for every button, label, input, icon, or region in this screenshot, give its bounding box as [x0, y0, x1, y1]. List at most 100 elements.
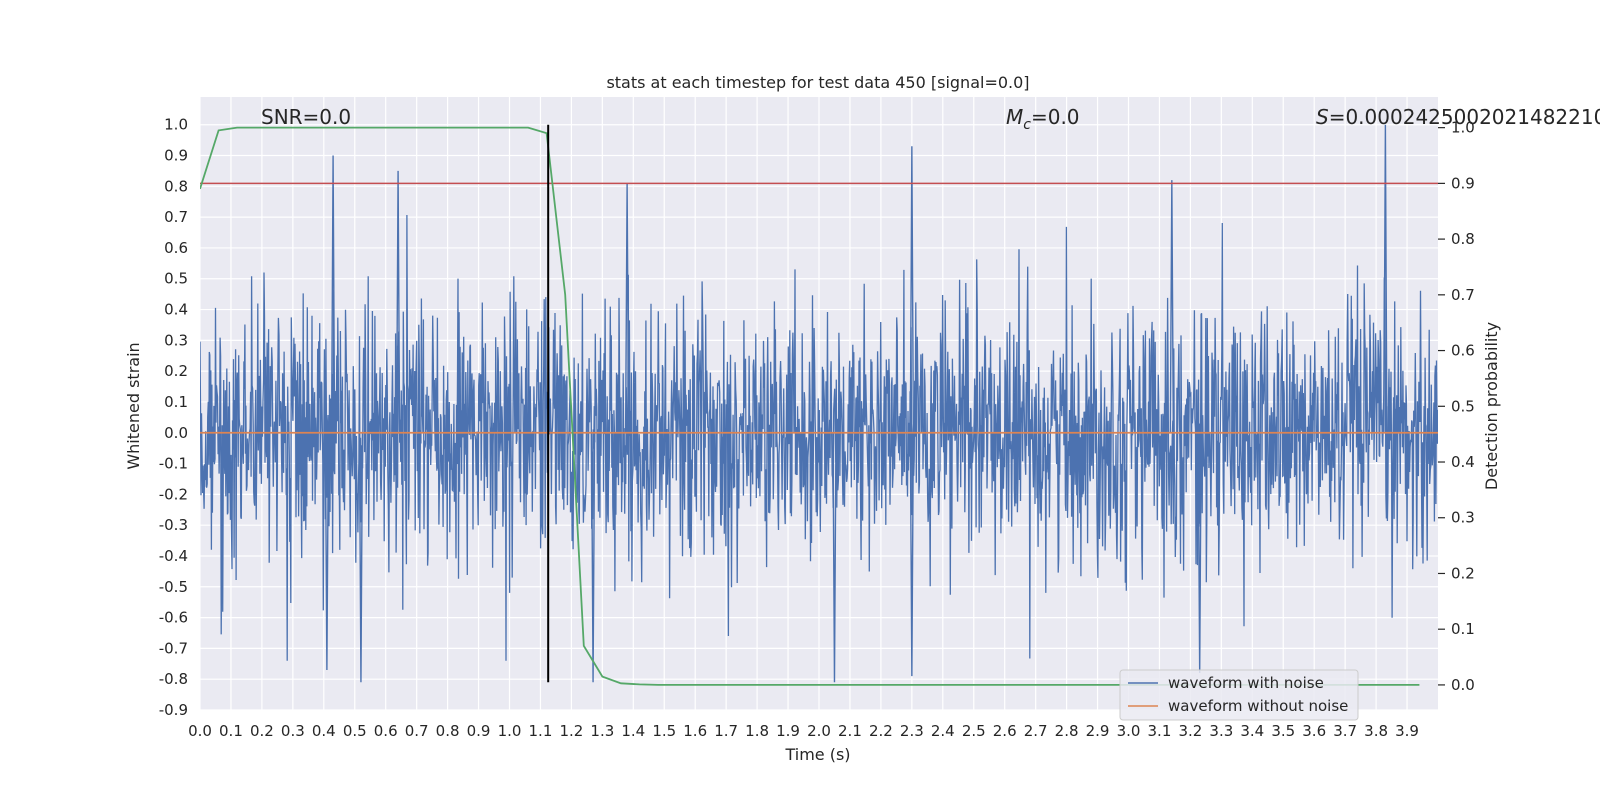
x-tick-label: 2.2 — [869, 722, 893, 740]
x-tick-label: 2.7 — [1024, 722, 1048, 740]
x-tick-label: 3.7 — [1333, 722, 1357, 740]
x-tick-label: 3.9 — [1395, 722, 1419, 740]
x-tick-label: 1.1 — [529, 722, 553, 740]
right-y-tick-label: 1.0 — [1451, 119, 1475, 137]
noise-spike — [330, 155, 336, 433]
x-tick-label: 0.9 — [467, 722, 491, 740]
x-tick-label: 0.7 — [405, 722, 429, 740]
right-y-tick-label: 0.6 — [1451, 342, 1475, 360]
y-tick-label: 0.6 — [164, 239, 188, 257]
x-tick-label: 1.9 — [776, 722, 800, 740]
x-tick-label: 1.2 — [559, 722, 583, 740]
x-tick-label: 0.2 — [250, 722, 274, 740]
chirp-mass-subscript: c — [1023, 117, 1031, 133]
x-tick-label: 2.3 — [900, 722, 924, 740]
x-tick-label: 2.0 — [807, 722, 831, 740]
x-tick-label: 1.8 — [745, 722, 769, 740]
x-tick-label: 0.8 — [436, 722, 460, 740]
y-tick-label: -0.1 — [159, 455, 188, 473]
y-tick-label: -0.7 — [159, 639, 188, 657]
right-y-tick-label: 0.4 — [1451, 453, 1475, 471]
noise-spike — [832, 432, 837, 683]
y-tick-label: 1.0 — [164, 116, 188, 134]
x-tick-label: 0.4 — [312, 722, 336, 740]
y-tick-label: -0.6 — [159, 609, 188, 627]
snr-statistic-annotation: S=0.00024250020214822102 — [1316, 105, 1600, 129]
legend-entry-clean: waveform without noise — [1168, 697, 1348, 715]
statistic-symbol: S — [1316, 105, 1329, 129]
x-tick-label: 2.5 — [962, 722, 986, 740]
y-tick-label: -0.5 — [159, 578, 188, 596]
x-tick-label: 0.5 — [343, 722, 367, 740]
y-tick-label: 0.7 — [164, 208, 188, 226]
y-tick-label: 0.4 — [164, 301, 188, 319]
y-tick-label: 0.9 — [164, 147, 188, 165]
noise-spike — [1169, 180, 1175, 433]
legend-entry-noise: waveform with noise — [1168, 674, 1324, 692]
noise-spike — [395, 170, 401, 433]
y-tick-label: -0.9 — [159, 701, 188, 719]
x-tick-label: 0.0 — [188, 722, 212, 740]
chirp-mass-annotation: Mc=0.0 — [1006, 105, 1080, 133]
snr-annotation: SNR=0.0 — [261, 105, 351, 129]
y-tick-label: 0.0 — [164, 424, 188, 442]
x-axis-ticks: 0.0 0.1 0.2 0.3 0.4 0.5 0.6 0.7 0.8 0.9 1.0 1.1 1.2 1… — [188, 722, 1419, 740]
x-tick-label: 1.5 — [652, 722, 676, 740]
series-waveform-with-noise — [200, 214, 1438, 661]
x-tick-label: 2.4 — [931, 722, 955, 740]
x-tick-label: 3.4 — [1240, 722, 1264, 740]
right-y-tick-label: 0.7 — [1451, 286, 1475, 304]
y-tick-label: 0.1 — [164, 393, 188, 411]
right-y-axis-label: Detection probability — [1482, 322, 1501, 490]
x-tick-label: 1.6 — [683, 722, 707, 740]
y-axis-label: Whitened strain — [124, 342, 143, 469]
chirp-mass-value: =0.0 — [1031, 105, 1080, 129]
right-y-tick-label: 0.0 — [1451, 676, 1475, 694]
x-tick-label: 0.1 — [219, 722, 243, 740]
x-tick-label: 1.7 — [714, 722, 738, 740]
right-y-tick-label: 0.2 — [1451, 564, 1475, 582]
x-tick-label: 3.6 — [1302, 722, 1326, 740]
series-detection-probability — [200, 126, 1420, 686]
noise-spike — [358, 432, 364, 683]
right-y-tick-label: 0.8 — [1451, 230, 1475, 248]
x-tick-label: 3.1 — [1148, 722, 1172, 740]
y-tick-label: -0.2 — [159, 485, 188, 503]
noise-spike — [909, 146, 915, 433]
x-axis-label: Time (s) — [784, 745, 850, 764]
x-tick-label: 2.1 — [838, 722, 862, 740]
x-tick-label: 3.3 — [1209, 722, 1233, 740]
noise-spike — [1383, 124, 1388, 433]
chart-title: stats at each timestep for test data 450… — [606, 73, 1029, 92]
x-tick-label: 1.0 — [498, 722, 522, 740]
x-tick-label: 1.3 — [590, 722, 614, 740]
noise-spike — [590, 432, 596, 683]
right-y-tick-label: 0.9 — [1451, 174, 1475, 192]
y-tick-label: -0.4 — [159, 547, 188, 565]
right-y-tick-label: 0.1 — [1451, 620, 1475, 638]
x-tick-label: 3.0 — [1117, 722, 1141, 740]
x-tick-label: 2.9 — [1086, 722, 1110, 740]
y-tick-label: -0.3 — [159, 516, 188, 534]
x-tick-label: 2.6 — [993, 722, 1017, 740]
x-tick-label: 1.4 — [621, 722, 645, 740]
right-y-axis-ticks: 1.0 0.9 0.8 0.7 0.6 0.5 0.4 0.3 0.2 0.1 0.0 — [1438, 119, 1475, 694]
legend: waveform with noise waveform without noi… — [1119, 669, 1359, 721]
y-tick-label: 0.8 — [164, 177, 188, 195]
x-tick-label: 0.6 — [374, 722, 398, 740]
right-y-tick-label: 0.3 — [1451, 509, 1475, 527]
y-tick-label: 0.3 — [164, 331, 188, 349]
y-tick-label: 0.2 — [164, 362, 188, 380]
x-tick-label: 3.8 — [1364, 722, 1388, 740]
y-tick-label: 0.5 — [164, 270, 188, 288]
chirp-mass-symbol: M — [1006, 105, 1023, 129]
x-tick-label: 3.5 — [1271, 722, 1295, 740]
x-tick-label: 2.8 — [1055, 722, 1079, 740]
legend-box — [1119, 669, 1359, 721]
y-axis-ticks: 1.0 0.9 0.8 0.7 0.6 0.5 0.4 0.3 0.2 0.1 0.0 -0.1 -0.… — [159, 116, 188, 719]
y-tick-label: -0.8 — [159, 670, 188, 688]
x-tick-label: 3.2 — [1178, 722, 1202, 740]
x-tick-label: 0.3 — [281, 722, 305, 740]
right-y-tick-label: 0.5 — [1451, 397, 1475, 415]
